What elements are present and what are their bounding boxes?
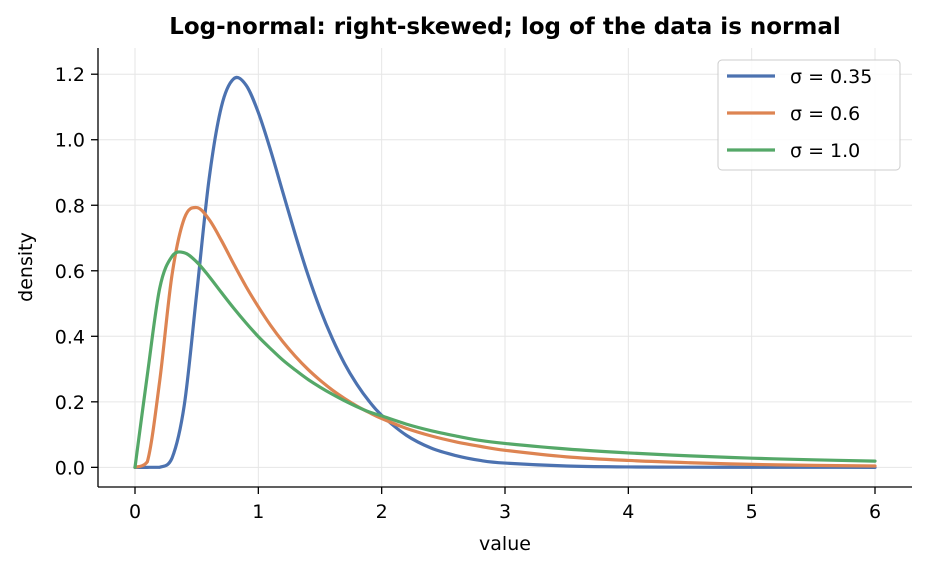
series-group	[133, 75, 877, 469]
legend-label-3: σ = 1.0	[790, 140, 860, 162]
legend-label-1: σ = 0.35	[790, 66, 872, 88]
y-tick-label: 1.0	[55, 130, 85, 152]
legend-label-2: σ = 0.6	[790, 103, 860, 125]
x-tick-label: 1	[252, 501, 264, 523]
x-tick-label: 3	[499, 501, 511, 523]
x-tick-label: 6	[869, 501, 881, 523]
x-tick-label: 5	[746, 501, 758, 523]
y-axis-label: density	[15, 232, 37, 302]
legend-box	[717, 59, 901, 171]
x-tick-label: 0	[129, 501, 141, 523]
y-tick-label: 0.6	[55, 261, 85, 283]
x-tick-label: 4	[622, 501, 634, 523]
series-line-3	[133, 250, 877, 469]
y-tick-label: 0.4	[55, 326, 85, 348]
y-tick-label: 0.8	[55, 195, 85, 217]
axes: 0 1 2 3 4 5 6 0.0 0.2 0.4 0.6 0.8 1.0 1.2	[55, 48, 912, 523]
chart-title: Log-normal: right-skewed; log of the dat…	[169, 14, 841, 40]
series-line-2	[133, 205, 877, 469]
legend: σ = 0.35 σ = 0.6 σ = 1.0	[717, 59, 901, 171]
y-tick-label: 1.2	[55, 64, 85, 86]
y-tick-label: 0.0	[55, 457, 85, 479]
y-tick-label: 0.2	[55, 392, 85, 414]
x-axis-label: value	[479, 533, 531, 555]
series-line-1	[133, 75, 877, 469]
x-tick-label: 2	[376, 501, 388, 523]
